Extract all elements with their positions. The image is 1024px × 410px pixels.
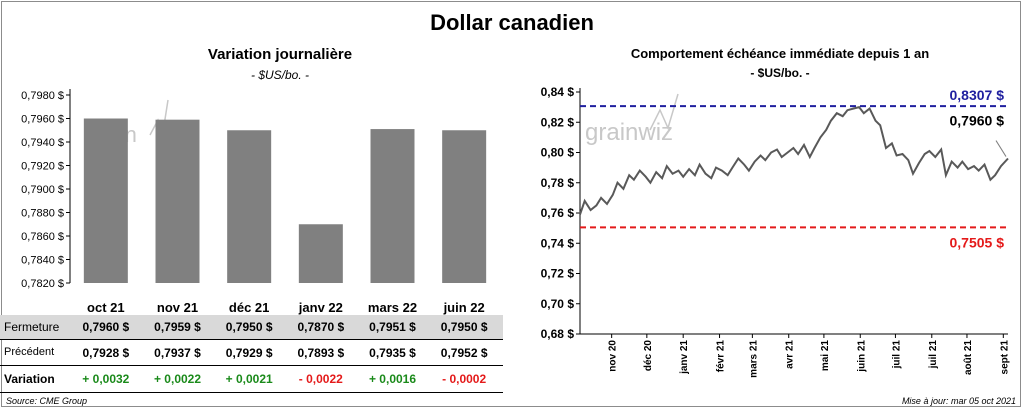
x-tick-label: janv 21	[679, 340, 690, 375]
left-chart-title: Variation journalière	[207, 46, 353, 63]
y-tick-label: 0,7900 $	[21, 184, 64, 196]
update-note: Mise à jour: mar 05 oct 2021	[901, 396, 1016, 406]
table-cell: 0,7960 $	[82, 320, 130, 334]
annotation-leader	[995, 140, 1007, 157]
y-tick-label: 0,70 $	[541, 297, 575, 311]
table-cell: 0,7952 $	[440, 346, 488, 360]
row-label-change: Variation	[4, 372, 55, 386]
y-tick-label: 0,7880 $	[21, 208, 64, 220]
y-tick-label: 0,72 $	[541, 267, 575, 281]
bar	[298, 224, 343, 283]
page-title: Dollar canadien	[430, 10, 594, 35]
y-tick-label: 0,76 $	[541, 206, 575, 220]
watermark-text: grainwiz	[585, 119, 673, 146]
bar	[155, 119, 200, 283]
y-tick-label: 0,80 $	[541, 146, 575, 160]
table-row-change: Variation	[0, 367, 503, 391]
table-cell: 0,7950 $	[225, 320, 273, 334]
table-cell: - 0,0002	[442, 372, 487, 386]
table-cell: + 0,0016	[368, 372, 417, 386]
table-cell: 0,7935 $	[369, 346, 416, 360]
x-tick-label: déc 21	[229, 300, 269, 315]
x-tick-label: juin 21	[856, 340, 867, 373]
table-cell: 0,7893 $	[297, 346, 345, 360]
bar	[83, 118, 128, 283]
x-tick-label: juil 21	[928, 340, 939, 370]
table-cell: + 0,0022	[153, 372, 202, 386]
table-divider	[0, 392, 503, 393]
y-tick-label: 0,74 $	[541, 236, 575, 250]
right-chart-title: Comportement échéance immédiate depuis 1…	[630, 46, 930, 61]
y-tick-label: 0,7940 $	[21, 137, 64, 149]
y-tick-label: 0,7920 $	[21, 161, 64, 173]
row-label-previous: Précédent	[4, 346, 55, 358]
x-tick-label: déc 20	[643, 340, 654, 372]
source-note: Source: CME Group	[6, 396, 88, 406]
table-cell: 0,7950 $	[440, 320, 488, 334]
table-cell: 0,7937 $	[154, 346, 201, 360]
bar-chart: grain0,7820 $0,7840 $0,7860 $0,7880 $0,7…	[21, 89, 487, 315]
table-row-close: Fermeture	[0, 315, 503, 339]
bar	[227, 130, 272, 283]
table-cell: + 0,0032	[82, 372, 130, 386]
reference-line-label: 0,8307 $	[950, 87, 1005, 103]
line-chart: grainwiz 0,68 $ 0,70 $ 0,72 $ 0,74 $ 0,76 $ 0,…	[541, 85, 1011, 378]
y-tick-label: 0,7840 $	[21, 255, 64, 267]
x-tick-label: janv 22	[298, 300, 343, 315]
x-tick-label: mai 21	[820, 340, 831, 372]
left-chart-subtitle: - $US/bo. -	[250, 68, 310, 82]
table-cell: 0,7870 $	[297, 320, 345, 334]
table-divider	[0, 365, 503, 366]
x-tick-label: févr 21	[716, 340, 727, 373]
bar	[370, 129, 415, 283]
row-label-close: Fermeture	[4, 320, 60, 334]
table-cell: 0,7959 $	[154, 320, 201, 334]
y-tick-label: 0,7980 $	[21, 90, 64, 102]
reference-line-label: 0,7505 $	[950, 234, 1005, 250]
x-tick-label: sept 21	[999, 340, 1010, 375]
y-tick-label: 0,68 $	[541, 327, 575, 341]
y-tick-label: 0,78 $	[541, 176, 575, 190]
table-cell: 0,7951 $	[369, 320, 416, 334]
right-chart-subtitle: - $US/bo. -	[750, 66, 810, 80]
table-cell: - 0,0022	[298, 372, 343, 386]
x-tick-label: août 21	[963, 340, 974, 375]
last-value-label: 0,7960 $	[950, 112, 1005, 128]
watermark-mark-icon	[649, 93, 679, 131]
x-tick-label: nov 21	[157, 300, 198, 315]
x-tick-label: juil 21	[891, 340, 902, 370]
x-tick-label: avr 21	[785, 340, 796, 369]
x-tick-label: oct 21	[87, 300, 125, 315]
y-tick-label: 0,7960 $	[21, 114, 64, 126]
y-tick-label: 0,84 $	[541, 85, 575, 99]
x-tick-label: juin 22	[443, 300, 485, 315]
x-tick-label: mars 21	[748, 340, 759, 378]
series-line	[579, 105, 1009, 215]
table-cell: 0,7928 $	[82, 346, 130, 360]
table-cell: + 0,0021	[225, 372, 273, 386]
y-tick-label: 0,7860 $	[21, 231, 64, 243]
bar	[442, 130, 487, 283]
y-tick-label: 0,7820 $	[21, 278, 64, 290]
table-cell: 0,7929 $	[225, 346, 273, 360]
table-row-previous: Précédent	[0, 341, 503, 365]
table-divider	[0, 339, 503, 340]
x-tick-label: nov 20	[608, 340, 619, 372]
y-tick-label: 0,82 $	[541, 115, 575, 129]
x-tick-label: mars 22	[368, 300, 417, 315]
